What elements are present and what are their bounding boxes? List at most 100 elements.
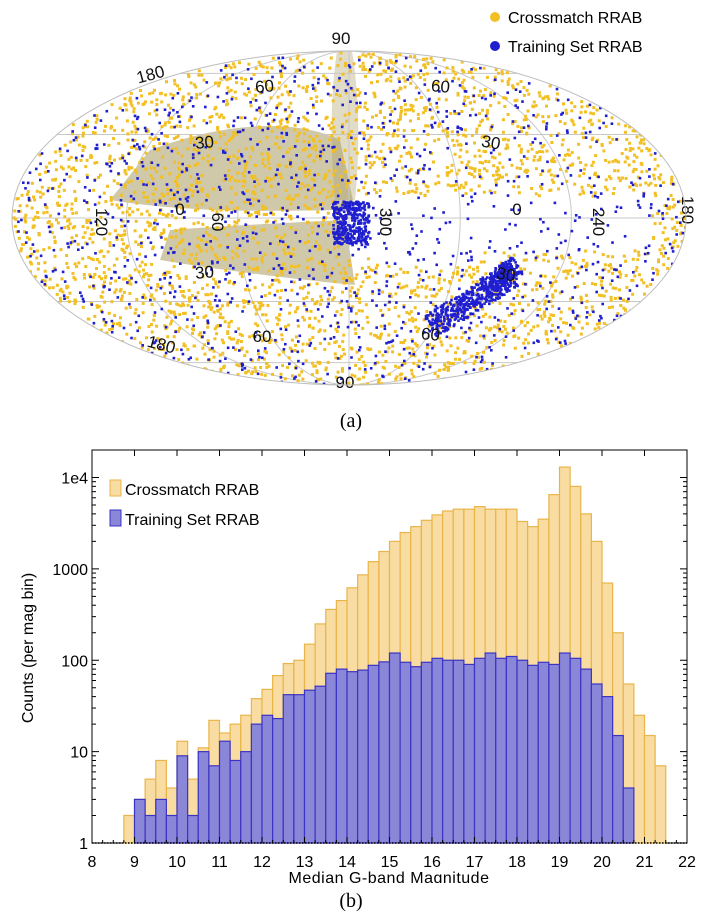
point-crossmatch	[561, 256, 565, 260]
point-crossmatch	[205, 226, 209, 230]
point-crossmatch	[320, 152, 324, 156]
point-crossmatch	[394, 377, 398, 381]
point-training	[109, 169, 113, 173]
point-crossmatch	[152, 199, 156, 203]
point-crossmatch	[481, 108, 484, 112]
point-training	[343, 200, 347, 204]
point-crossmatch	[309, 309, 313, 313]
point-crossmatch	[326, 297, 330, 301]
point-crossmatch	[222, 116, 226, 120]
point-training	[477, 316, 481, 319]
point-training	[455, 314, 459, 317]
point-crossmatch	[85, 221, 89, 224]
point-crossmatch	[534, 104, 538, 108]
point-crossmatch	[552, 180, 556, 184]
point-training	[197, 151, 201, 155]
point-crossmatch	[455, 272, 459, 276]
point-training	[17, 210, 20, 213]
point-crossmatch	[275, 125, 279, 129]
point-training	[359, 202, 363, 206]
point-crossmatch	[457, 168, 461, 172]
point-crossmatch	[70, 202, 74, 206]
point-training	[136, 177, 139, 180]
point-crossmatch	[200, 189, 204, 193]
point-crossmatch	[113, 128, 117, 132]
point-training	[298, 69, 302, 72]
point-crossmatch	[408, 55, 412, 59]
point-training	[559, 241, 563, 245]
point-training	[494, 298, 497, 302]
point-training	[282, 155, 285, 158]
point-crossmatch	[35, 256, 39, 260]
point-crossmatch	[550, 141, 554, 144]
point-training	[415, 234, 419, 237]
point-training	[348, 205, 352, 208]
point-crossmatch	[499, 175, 503, 179]
point-crossmatch	[651, 214, 654, 218]
point-training	[346, 325, 350, 329]
point-crossmatch	[73, 299, 77, 303]
point-crossmatch	[409, 103, 413, 107]
point-crossmatch	[250, 175, 254, 179]
point-crossmatch	[410, 189, 414, 193]
point-crossmatch	[204, 231, 208, 235]
point-crossmatch	[68, 222, 72, 226]
point-training	[361, 216, 365, 219]
point-training	[249, 137, 252, 141]
point-crossmatch	[447, 290, 450, 294]
point-crossmatch	[89, 257, 93, 261]
point-training	[190, 115, 193, 119]
point-training	[433, 321, 437, 325]
point-crossmatch	[408, 152, 412, 156]
point-training	[329, 251, 332, 254]
point-crossmatch	[120, 247, 124, 251]
point-crossmatch	[390, 179, 394, 183]
point-crossmatch	[153, 226, 157, 230]
point-training	[138, 147, 142, 151]
point-training	[500, 279, 503, 282]
point-crossmatch	[142, 191, 146, 195]
point-training	[233, 281, 236, 284]
point-crossmatch	[372, 160, 376, 164]
point-crossmatch	[94, 120, 98, 124]
point-training	[541, 169, 544, 173]
point-training	[297, 206, 300, 209]
point-crossmatch	[547, 320, 551, 324]
point-training	[501, 266, 505, 269]
point-crossmatch	[310, 186, 314, 190]
point-crossmatch	[209, 138, 213, 142]
point-crossmatch	[518, 302, 521, 305]
point-crossmatch	[278, 63, 282, 67]
point-crossmatch	[396, 134, 400, 138]
point-crossmatch	[234, 192, 238, 196]
point-training	[393, 262, 397, 265]
point-crossmatch	[314, 301, 318, 305]
point-crossmatch	[206, 154, 210, 158]
point-training	[493, 316, 497, 319]
point-training	[464, 370, 468, 374]
point-training	[483, 297, 486, 301]
point-training	[484, 282, 488, 286]
point-training	[374, 270, 377, 274]
point-crossmatch	[522, 258, 526, 262]
point-crossmatch	[152, 144, 156, 148]
point-crossmatch	[541, 286, 545, 290]
point-crossmatch	[243, 92, 247, 96]
point-training	[455, 296, 458, 299]
point-training	[293, 80, 296, 83]
point-training	[155, 108, 159, 112]
point-training	[466, 308, 469, 311]
point-crossmatch	[341, 235, 344, 239]
point-training	[585, 316, 588, 319]
point-crossmatch	[332, 125, 336, 129]
point-training	[496, 276, 499, 280]
point-crossmatch	[23, 216, 27, 220]
point-crossmatch	[385, 181, 388, 185]
point-crossmatch	[454, 188, 458, 192]
point-training	[627, 297, 630, 301]
point-training	[580, 265, 584, 269]
point-training	[367, 191, 370, 195]
point-crossmatch	[186, 72, 190, 76]
point-training	[274, 338, 277, 342]
point-crossmatch	[552, 314, 556, 317]
